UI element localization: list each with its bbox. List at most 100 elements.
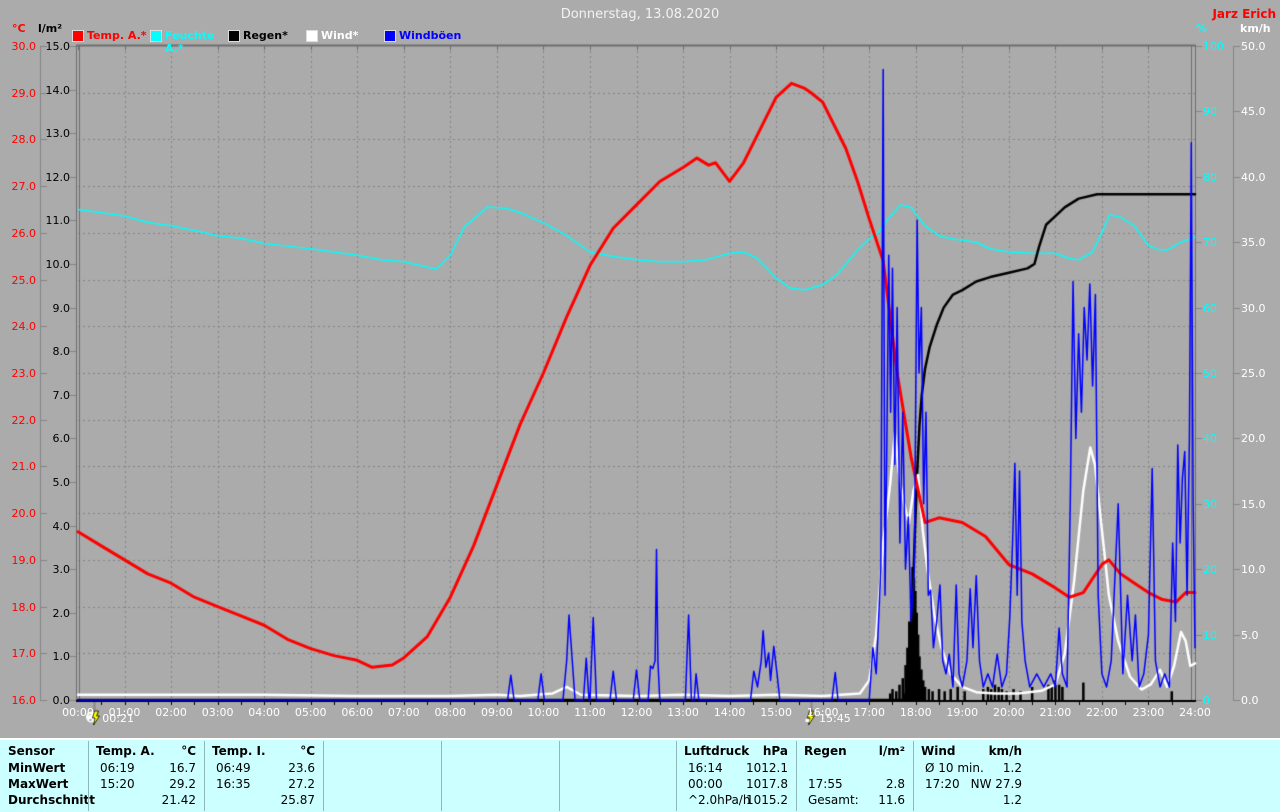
humidity-tick-label: 10 — [1203, 628, 1217, 642]
wind-tick-label: 35.0 — [1241, 236, 1266, 250]
legend-item-label: Regen* — [243, 29, 288, 42]
rain-tick-label: 1.0 — [52, 650, 71, 664]
legend-item: Feuchte A.* — [150, 29, 226, 55]
rain-tick-label: 13.0 — [45, 127, 71, 141]
table-cell-value: 27.2 — [288, 777, 315, 791]
rain-tick-label: 10.0 — [45, 258, 71, 271]
table-col-name: Regen — [804, 744, 847, 758]
time-tick-label: 09:00 — [481, 706, 513, 719]
table-separator — [676, 741, 677, 811]
humidity-tick-label: 40 — [1203, 432, 1217, 446]
legend-item-label: Windböen — [399, 29, 462, 42]
time-tick-label: 12:00 — [620, 706, 653, 719]
time-tick-label: 19:00 — [946, 706, 979, 719]
wind-tick-label: 10.0 — [1241, 563, 1266, 577]
legend-item: Wind* — [306, 29, 382, 42]
time-tick-label: 14:00 — [713, 706, 746, 719]
table-col-unit: °C — [300, 744, 315, 758]
time-tick-label: 13:00 — [667, 706, 699, 719]
time-tick-label: 15:00 — [760, 706, 792, 719]
wind-axis-unit: km/h — [1240, 22, 1271, 35]
humidity-tick-label: 90 — [1203, 105, 1217, 119]
temp-tick-label: 17.0 — [11, 647, 37, 661]
table-cell-time: 17:20 — [925, 777, 960, 791]
humidity-tick-label: 50 — [1203, 367, 1217, 380]
time-tick-label: 10:00 — [527, 706, 560, 719]
temp-tick-label: 28.0 — [11, 133, 37, 147]
rain-tick-label: 14.0 — [45, 83, 71, 97]
table-cell-time: 00:00 — [688, 777, 723, 791]
time-tick-label: 22:00 — [1086, 706, 1118, 719]
table-cell-time: 06:19 — [100, 761, 135, 775]
time-tick-label: 07:00 — [387, 706, 420, 719]
humidity-tick-label: 0 — [1203, 694, 1210, 707]
temp-tick-label: 24.0 — [11, 320, 37, 334]
rain-tick-label: 12.0 — [45, 170, 71, 184]
wind-tick-label: 25.0 — [1241, 367, 1266, 380]
legend-item: Regen* — [228, 29, 304, 42]
temp-tick-label: 25.0 — [11, 273, 37, 287]
temp-tick-label: 18.0 — [11, 600, 37, 614]
page-title: Donnerstag, 13.08.2020 — [560, 7, 720, 22]
table-cell-time: 16:14 — [688, 761, 723, 775]
wind-tick-label: 20.0 — [1241, 432, 1266, 446]
time-tick-label: 00:00 — [62, 706, 94, 719]
legend-item-label: Temp. A.* — [87, 29, 147, 42]
table-row-label: MaxWert — [8, 777, 69, 791]
table-separator — [441, 741, 442, 811]
rain-tick-label: 5.0 — [52, 476, 71, 489]
temp-tick-label: 30.0 — [11, 40, 37, 53]
table-separator — [559, 741, 560, 811]
table-separator — [88, 741, 89, 811]
time-tick-label: 24:00 — [1179, 706, 1211, 719]
table-col-unit: hPa — [762, 744, 788, 758]
temp-tick-label: 22.0 — [11, 413, 37, 427]
wind-tick-label: 15.0 — [1241, 497, 1266, 511]
legend-swatch-icon — [150, 30, 162, 42]
legend-item: Temp. A.* — [72, 29, 148, 42]
table-cell-value: 25.87 — [280, 793, 315, 807]
time-tick-label: 06:00 — [341, 706, 374, 719]
rain-tick-label: 15.0 — [45, 40, 71, 53]
event-marker-label: 00:21 — [102, 712, 134, 725]
temp-tick-label: 27.0 — [11, 180, 37, 194]
time-tick-label: 03:00 — [201, 706, 234, 719]
rain-tick-label: 9.0 — [52, 301, 71, 315]
wind-tick-label: 5.0 — [1241, 628, 1259, 642]
time-tick-label: 21:00 — [1039, 706, 1072, 719]
table-cell-value: 23.6 — [288, 761, 315, 775]
temp-tick-label: 19.0 — [11, 553, 37, 567]
humidity-tick-label: 100 — [1203, 40, 1224, 53]
table-row-label: Durchschnitt — [8, 793, 96, 807]
legend-item-label: Feuchte A.* — [165, 29, 215, 55]
humidity-tick-label: 30 — [1203, 497, 1217, 511]
legend-swatch-icon — [228, 30, 240, 42]
rain-tick-label: 11.0 — [45, 214, 71, 228]
time-tick-label: 05:00 — [294, 706, 327, 719]
legend-swatch-icon — [306, 30, 318, 42]
table-separator — [913, 741, 914, 811]
time-tick-label: 11:00 — [574, 706, 606, 719]
table-separator — [323, 741, 324, 811]
table-cell-value: 1015.2 — [746, 793, 788, 807]
time-tick-label: 04:00 — [248, 706, 280, 719]
humidity-tick-label: 70 — [1203, 236, 1217, 250]
humidity-tick-label: 80 — [1203, 170, 1217, 184]
table-cell-time: Ø 10 min. — [925, 761, 984, 775]
table-cell-value: 1.2 — [1002, 793, 1022, 807]
rain-axis-unit: l/m² — [38, 22, 63, 35]
humidity-tick-label: 60 — [1203, 301, 1217, 315]
temp-tick-label: 16.0 — [11, 694, 37, 707]
table-cell-value: 11.6 — [878, 793, 905, 807]
author-label: Jarz Erich — [1212, 7, 1276, 21]
wind-tick-label: 40.0 — [1241, 170, 1266, 184]
table-cell-value: 1017.8 — [746, 777, 788, 791]
table-cell-value: 29.2 — [169, 777, 196, 791]
table-cell-value: 2.8 — [885, 777, 905, 791]
stats-table: Sensor MinWert MaxWert Durchschnitt Temp. A.… — [0, 738, 1280, 812]
temp-tick-label: 23.0 — [11, 367, 37, 380]
rain-tick-label: 6.0 — [52, 432, 71, 446]
table-row-label: MinWert — [8, 761, 66, 775]
